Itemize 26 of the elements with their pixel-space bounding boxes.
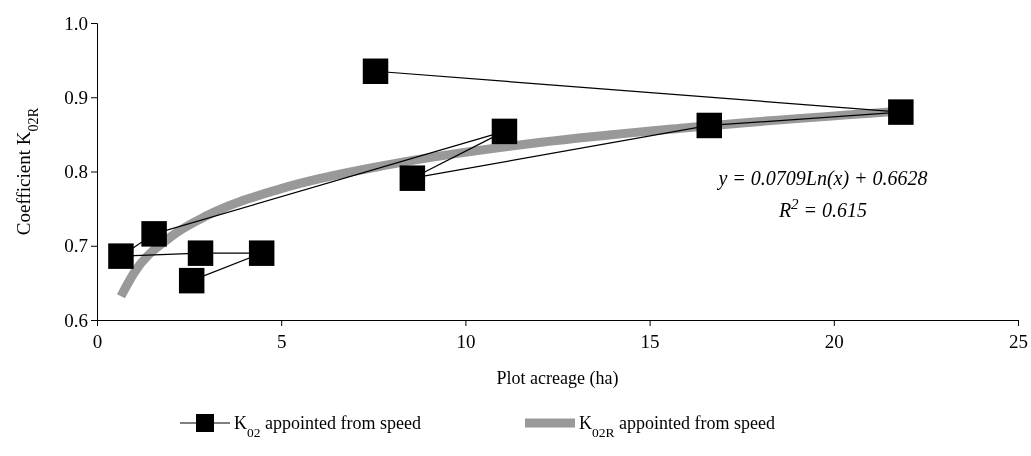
x-tick-label: 0: [92, 331, 103, 352]
annotation: y = 0.0709Ln(x) + 0.6628: [716, 167, 928, 190]
x-axis-title: Plot acreage (ha): [496, 368, 619, 389]
x-tick-label: 10: [456, 331, 476, 352]
y-tick-label: 0.6: [64, 309, 88, 331]
point: [141, 221, 167, 247]
point: [178, 267, 205, 294]
point: [491, 118, 518, 145]
y-tick-label: 1.0: [64, 12, 88, 34]
legend-label: K$_{02R}$ appointed from speed: [579, 413, 775, 440]
point: [399, 165, 426, 191]
point: [362, 58, 389, 85]
point: [248, 240, 275, 266]
y-tick-label: 0.7: [64, 235, 88, 257]
x-tick-label: 20: [824, 331, 844, 352]
y-tick-label: 0.9: [64, 86, 88, 108]
legend-label: K$_{02}$ appointed from speed: [234, 413, 421, 440]
x-tick-label: 25: [1009, 331, 1028, 352]
annotation: R$^{2}$ = 0.615: [777, 196, 868, 221]
point: [108, 243, 134, 269]
point: [888, 99, 914, 125]
x-tick-label: 5: [276, 331, 287, 352]
point: [187, 240, 214, 266]
point: [696, 112, 723, 139]
y-tick-label: 0.8: [64, 161, 88, 183]
x-tick-label: 15: [640, 331, 660, 352]
